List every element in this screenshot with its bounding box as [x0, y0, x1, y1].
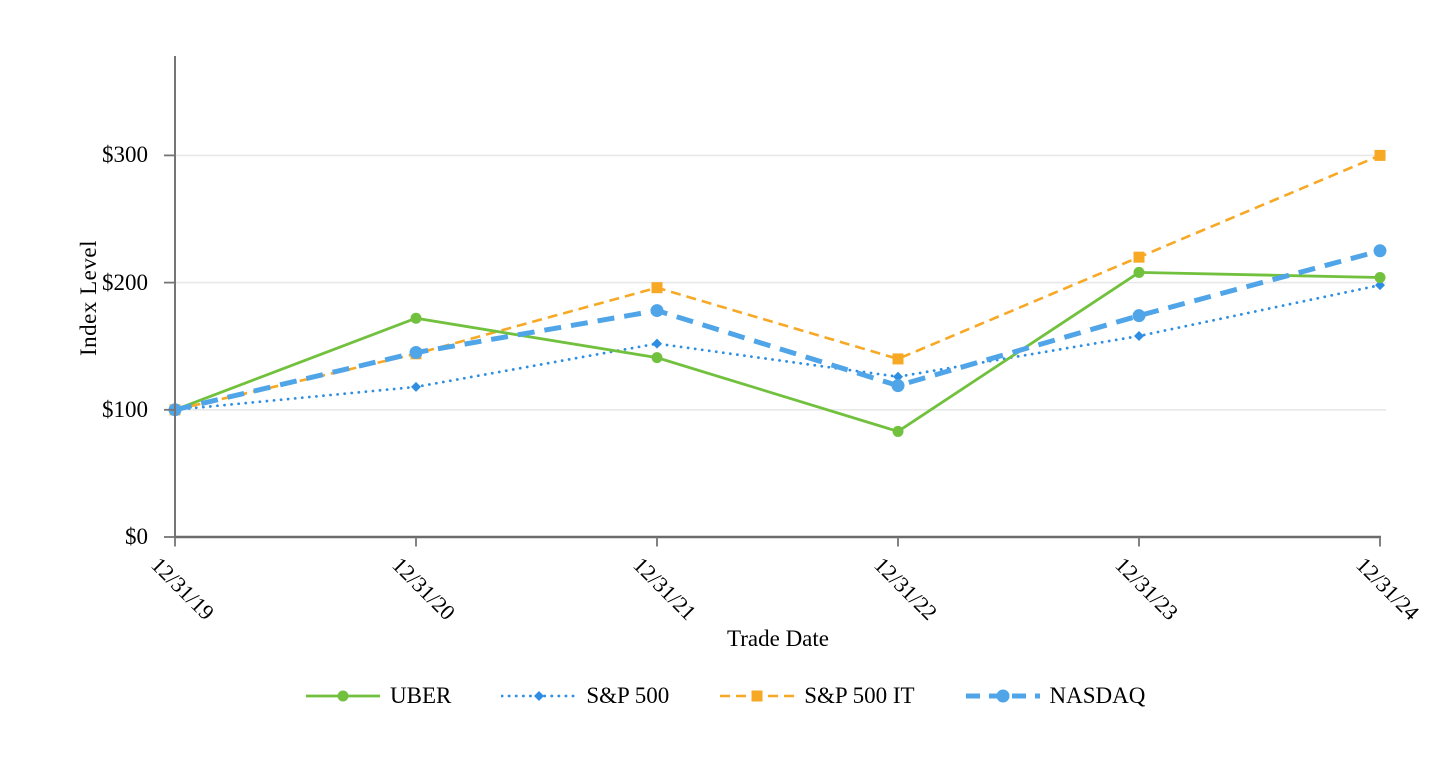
marker-circle	[892, 425, 904, 437]
marker-circle	[996, 689, 1010, 703]
marker-square	[892, 353, 904, 365]
x-axis-title: Trade Date	[727, 626, 829, 651]
legend-swatch	[306, 690, 380, 702]
marker-diamond	[534, 691, 545, 701]
marker-circle	[409, 346, 423, 360]
marker-square	[651, 282, 663, 294]
marker-circle	[410, 312, 422, 324]
y-tick-label: $0	[125, 524, 148, 549]
series-line	[174, 271, 1381, 433]
marker-diamond	[1375, 280, 1385, 291]
legend-item-s-p-500-it: S&P 500 IT	[719, 683, 915, 709]
chart-legend: UBER S&P 500 S&P 500 IT NASDAQ	[305, 683, 1145, 709]
marker-circle	[1133, 266, 1145, 278]
marker-circle	[337, 690, 349, 702]
legend-swatch	[501, 691, 578, 701]
marker-diamond	[893, 371, 903, 382]
legend-label: UBER	[390, 683, 452, 708]
legend-label: S&P 500	[586, 683, 670, 708]
series-line	[174, 248, 1381, 413]
y-tick-label: $300	[102, 142, 148, 168]
y-tick-label: $200	[102, 269, 148, 295]
legend-item-nasdaq: NASDAQ	[965, 683, 1146, 709]
marker-circle	[1374, 272, 1386, 284]
marker-diamond	[652, 338, 662, 349]
legend-item-s-p-500: S&P 500	[501, 683, 669, 709]
marker-circle	[891, 379, 905, 393]
marker-circle	[650, 304, 664, 318]
y-axis-title: Index Level	[76, 240, 101, 356]
legend-swatch	[965, 689, 1040, 703]
marker-square	[1133, 251, 1145, 263]
marker-circle	[651, 352, 663, 364]
y-tick-label: $100	[102, 396, 148, 422]
marker-diamond	[411, 381, 421, 392]
legend-swatch	[720, 690, 795, 702]
marker-square	[751, 690, 763, 702]
legend-label: NASDAQ	[1049, 683, 1146, 708]
legend-label: S&P 500 IT	[804, 683, 915, 708]
legend-item-uber: UBER	[305, 683, 451, 709]
series-line	[173, 283, 1382, 412]
series-nasdaq	[168, 244, 1387, 417]
marker-circle	[1373, 244, 1387, 258]
series-uber	[169, 266, 1386, 437]
marker-square	[1374, 149, 1386, 161]
marker-diamond	[1134, 331, 1144, 342]
marker-circle	[1132, 309, 1146, 323]
